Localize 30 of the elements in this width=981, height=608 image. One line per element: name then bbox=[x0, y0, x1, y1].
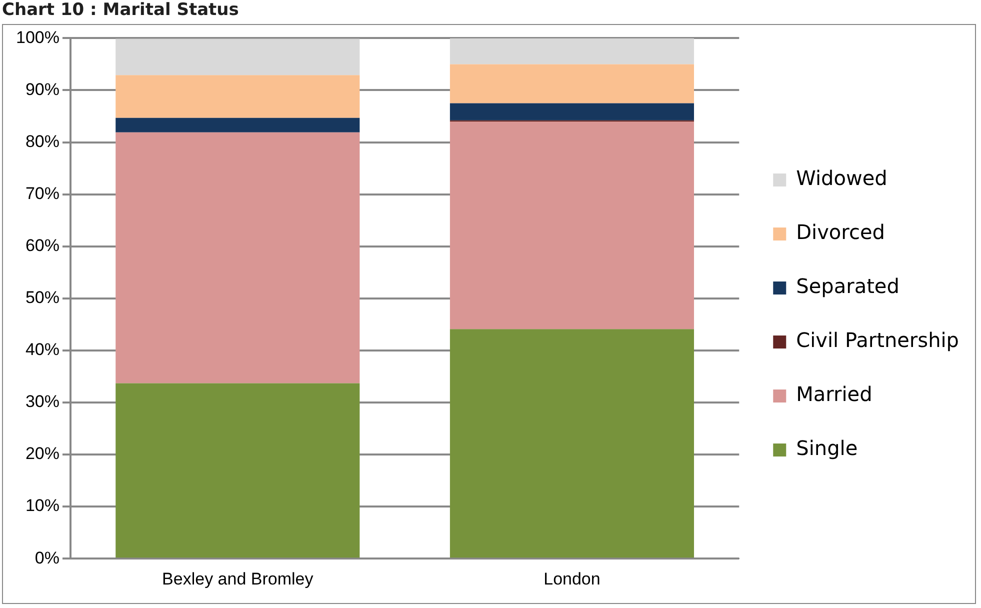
y-tick-label: 90% bbox=[25, 80, 60, 99]
bar bbox=[116, 118, 360, 132]
y-tick-label: 20% bbox=[25, 444, 60, 464]
y-tick-label: 30% bbox=[25, 392, 60, 412]
legend-label: Separated bbox=[796, 274, 900, 298]
bar bbox=[450, 38, 694, 64]
legend-label: Divorced bbox=[796, 220, 885, 244]
y-tick-label: 50% bbox=[25, 288, 60, 308]
x-tick-label: London bbox=[544, 569, 600, 588]
bar bbox=[450, 329, 694, 558]
chart-title: Chart 10 : Marital Status bbox=[2, 0, 239, 20]
legend-label: Single bbox=[796, 436, 858, 460]
y-tick-label: 40% bbox=[25, 340, 60, 360]
bar bbox=[116, 132, 360, 384]
y-tick-label: 10% bbox=[25, 496, 60, 516]
bar bbox=[450, 121, 694, 330]
bar bbox=[116, 38, 360, 76]
legend-label: Married bbox=[796, 382, 872, 406]
bar bbox=[450, 103, 694, 120]
y-tick-label: 80% bbox=[25, 132, 60, 151]
legend-label: Civil Partnership bbox=[796, 328, 960, 352]
bar bbox=[116, 383, 360, 558]
y-tick-label: 70% bbox=[25, 184, 60, 204]
y-tick-label: 100% bbox=[16, 28, 60, 47]
legend-label: Widowed bbox=[796, 166, 888, 190]
y-tick-label: 60% bbox=[25, 236, 60, 256]
x-tick-label: Bexley and Bromley bbox=[162, 569, 314, 588]
bar bbox=[116, 75, 360, 118]
bar bbox=[450, 64, 694, 104]
y-tick-label: 0% bbox=[34, 548, 60, 568]
